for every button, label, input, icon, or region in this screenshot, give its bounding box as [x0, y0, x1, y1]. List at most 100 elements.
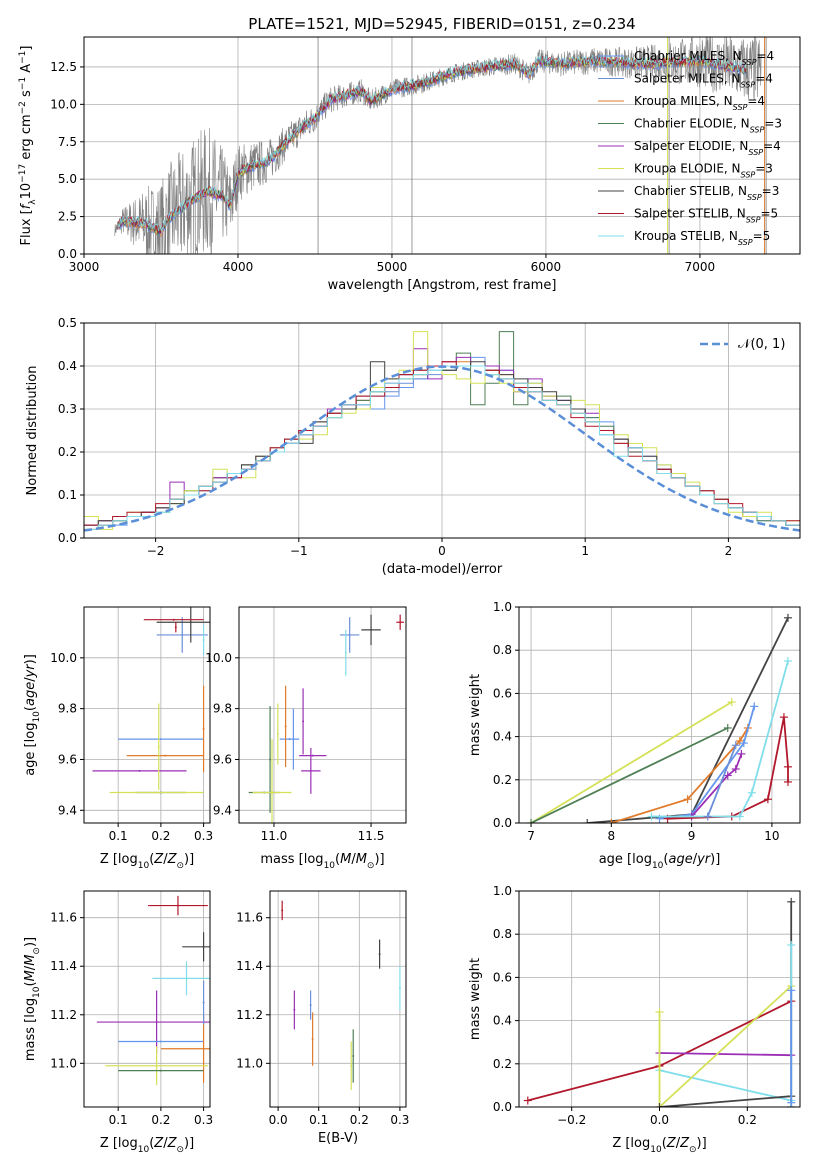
x-tick-label: 1 [581, 544, 589, 558]
x-tick-label: 0.3 [194, 829, 213, 843]
chart-title: PLATE=1521, MJD=52945, FIBERID=0151, z=0… [248, 15, 635, 33]
y-tick-label: 0.0 [493, 1100, 512, 1114]
data-point [202, 945, 205, 948]
data-point [155, 1064, 158, 1067]
series-line [530, 727, 729, 823]
x-tick-label: 11.5 [358, 829, 385, 843]
legend-entry: Salpeter ELODIE, NSSP=4 [634, 139, 781, 157]
x-tick-label: −2 [147, 544, 165, 558]
x-axis-label: mass [log10(M/M⊙)] [260, 852, 384, 871]
y-tick-label: 0.6 [493, 686, 512, 700]
data-point [350, 1064, 353, 1067]
y-tick-label: 2.5 [58, 210, 77, 224]
plot-area [96, 895, 210, 1086]
data-point [202, 1047, 205, 1050]
x-axis-label: Z [log10(Z/Z⊙)] [612, 1136, 706, 1155]
data-point [352, 1055, 355, 1058]
data-point [311, 1038, 314, 1041]
data-point [399, 621, 402, 624]
y-tick-label: 0.4 [493, 1014, 512, 1028]
y-tick-label: 5.0 [58, 172, 77, 186]
legend-entry: Kroupa MILES, NSSP=4 [634, 94, 765, 112]
y-tick-label: 9.6 [213, 752, 232, 766]
x-axis-label: (data-model)/error [382, 562, 503, 577]
y-tick-label: 7.5 [58, 135, 77, 149]
x-tick-label: 2 [725, 544, 733, 558]
model-spectrum [117, 55, 747, 234]
panel-age-vs-Z: 0.1 0.2 0.3 9.4 9.6 9.8 10.0 Z [log10(Z/Z⊙)] age… [23, 606, 213, 871]
x-tick-label: 6000 [531, 260, 562, 274]
data-point [276, 733, 279, 736]
series-line [530, 701, 733, 823]
plot-area [527, 613, 792, 823]
plot-area [523, 897, 796, 1107]
y-axis-label: mass weight [468, 958, 483, 1040]
legend-entry: Salpeter MILES, NSSP=4 [634, 72, 773, 90]
x-tick-label: −1 [290, 544, 308, 558]
x-axis-label: Z [log10(Z/Z⊙)] [100, 852, 194, 871]
data-point [288, 738, 291, 741]
histogram-series [84, 365, 800, 538]
plot-area [84, 331, 800, 538]
series-line [690, 753, 743, 818]
data-point [185, 977, 188, 980]
y-axis-label: mass [log10(M/M⊙)] [23, 937, 42, 1061]
panel-residuals: −2 −1 0 1 2 0.0 0.1 0.2 0.3 0.4 0.5 (data-model)/er… [25, 316, 801, 577]
x-axis-label: wavelength [Angstrom, rest frame] [328, 278, 557, 293]
y-tick-label: 0.8 [493, 927, 512, 941]
y-tick-label: 0.0 [58, 247, 77, 261]
y-tick-label: 11.4 [236, 959, 263, 973]
axes-frame [83, 36, 801, 255]
x-axis-label: E(B-V) [318, 1131, 358, 1146]
y-tick-label: 0.6 [493, 970, 512, 984]
data-point [164, 754, 167, 757]
x-tick-label: 11.0 [261, 829, 288, 843]
data-point [344, 651, 347, 654]
panel-age-vs-mass: 11.0 11.5 9.4 9.6 9.8 10.0 mass [log10(M/M⊙)] [205, 606, 407, 871]
x-tick-label: 0.1 [309, 1113, 328, 1127]
y-tick-label: 9.6 [58, 752, 77, 766]
series-line [659, 1052, 792, 1057]
x-tick-label: 0.2 [350, 1113, 369, 1127]
data-point [271, 791, 274, 794]
data-point [157, 745, 160, 748]
legend: Chabrier MILES, NSSP=4 Salpeter MILES, NS… [598, 49, 782, 247]
x-tick-label: 0.1 [109, 1113, 128, 1127]
x-tick-label: 0.0 [269, 1113, 288, 1127]
data-point [370, 628, 373, 631]
data-point [398, 987, 401, 990]
legend-entry: 𝒩(0, 1) [738, 337, 785, 352]
y-tick-label: 0.3 [58, 402, 77, 416]
panel-mass-vs-ebv: 0.0 0.1 0.2 0.3 11.0 11.2 11.4 11.6 E(B-V) [236, 890, 409, 1146]
data-point [281, 909, 284, 912]
y-tick-label: 9.8 [58, 702, 77, 716]
x-tick-label: 10 [764, 829, 779, 843]
data-point [292, 738, 295, 741]
panel-mass-weight-vs-age: 7 8 9 10 0.0 0.2 0.4 0.6 0.8 1.0 age [log10(age/yr… [468, 600, 801, 871]
data-point [174, 626, 177, 629]
data-point [202, 639, 205, 642]
x-tick-label: 9 [688, 829, 696, 843]
series-line [659, 1095, 792, 1107]
y-tick-label: 0.1 [58, 488, 77, 502]
x-tick-label: 0.2 [738, 1113, 757, 1127]
series-line [706, 744, 737, 817]
x-tick-label: 8 [608, 829, 616, 843]
plot-area [281, 900, 401, 1091]
y-tick-label: 0.0 [58, 531, 77, 545]
data-point [293, 1008, 296, 1011]
data-point [284, 725, 287, 728]
data-point [172, 618, 175, 621]
legend-entry: Chabrier MILES, NSSP=4 [634, 49, 774, 67]
legend-entry: Chabrier STELIB, NSSP=3 [634, 184, 779, 202]
legend-entry: Salpeter STELIB, NSSP=5 [634, 207, 778, 225]
series-line [658, 985, 792, 1107]
y-tick-label: 11.6 [50, 911, 77, 925]
data-point [348, 633, 351, 636]
series-line [659, 1069, 792, 1102]
axes-frame [83, 606, 211, 824]
y-tick-label: 0.2 [493, 773, 512, 787]
data-point [189, 621, 192, 624]
